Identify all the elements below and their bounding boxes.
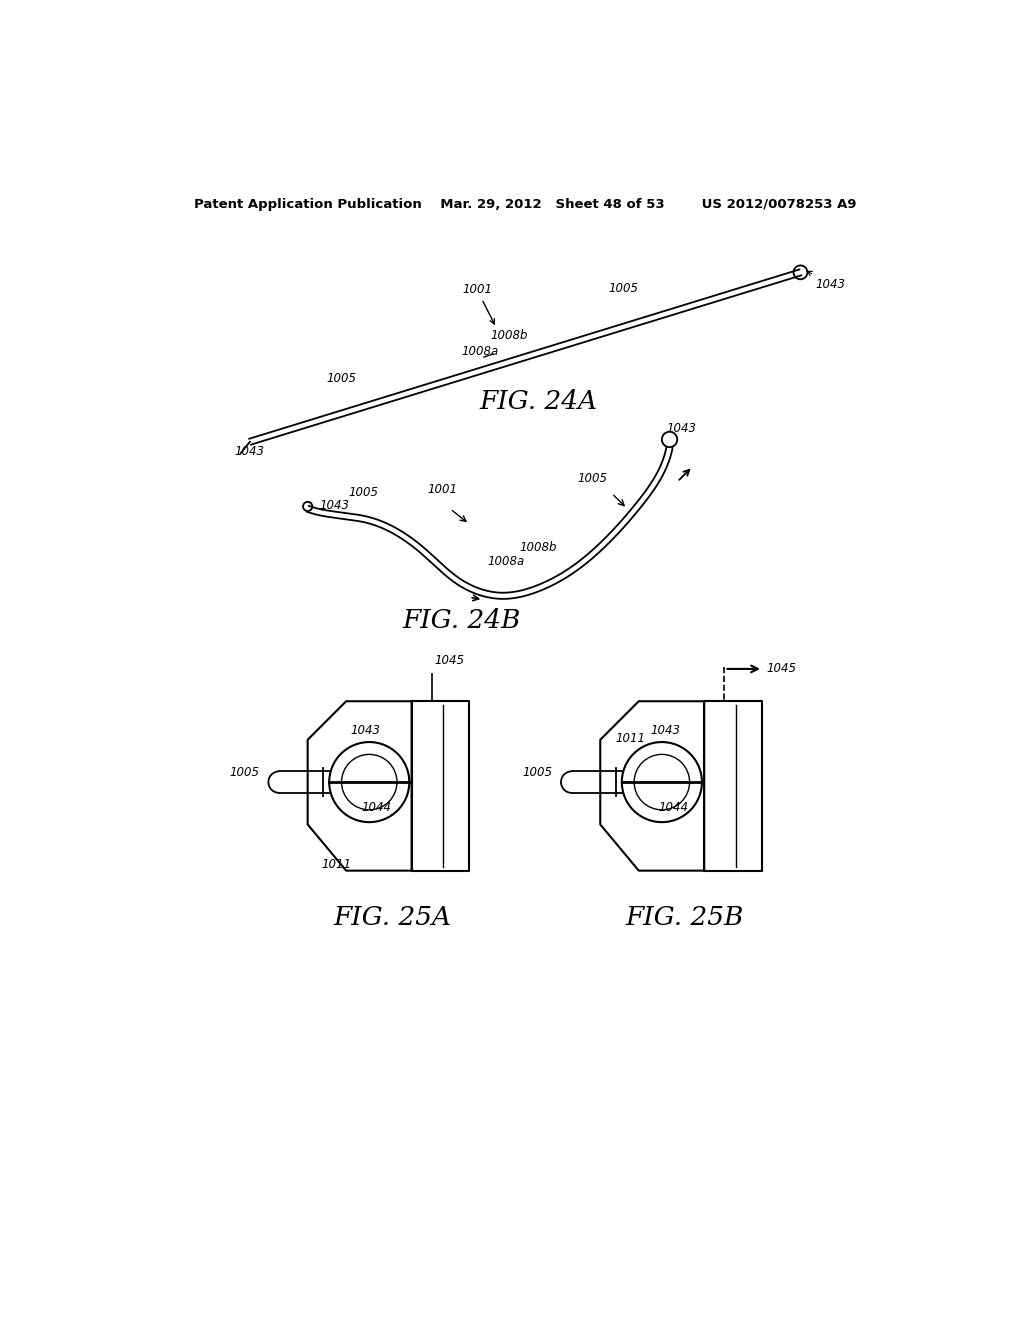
Text: 1005: 1005 [578,471,607,484]
Text: 1043: 1043 [807,271,846,290]
Text: FIG. 24A: FIG. 24A [479,388,598,413]
Circle shape [342,755,397,810]
Text: FIG. 24B: FIG. 24B [402,609,521,634]
Text: 1008a: 1008a [462,345,499,358]
Text: 1005: 1005 [522,766,553,779]
Text: 1043: 1043 [650,725,680,738]
Text: 1043: 1043 [350,725,380,738]
Text: 1001: 1001 [427,483,457,496]
Text: 1008a: 1008a [487,554,524,568]
Text: 1005: 1005 [348,486,379,499]
Text: 1005: 1005 [327,372,357,384]
Text: Patent Application Publication    Mar. 29, 2012   Sheet 48 of 53        US 2012/: Patent Application Publication Mar. 29, … [194,198,856,211]
Text: 1001: 1001 [462,284,495,323]
Text: 1045: 1045 [434,655,464,668]
Text: 1045: 1045 [767,663,797,675]
Text: 1043: 1043 [319,499,349,512]
Text: 1044: 1044 [658,801,688,814]
Text: 1008b: 1008b [490,330,527,342]
Text: 1005: 1005 [230,766,260,779]
Text: 1043: 1043 [667,422,696,434]
Text: FIG. 25A: FIG. 25A [334,904,452,929]
Circle shape [634,755,689,810]
Text: FIG. 25B: FIG. 25B [626,904,744,929]
Text: 1011: 1011 [322,858,351,871]
Text: 1011: 1011 [615,733,646,744]
Text: 1043: 1043 [234,445,265,458]
Text: 1008b: 1008b [519,541,557,554]
Text: 1005: 1005 [608,281,638,294]
Text: 1044: 1044 [361,801,391,814]
